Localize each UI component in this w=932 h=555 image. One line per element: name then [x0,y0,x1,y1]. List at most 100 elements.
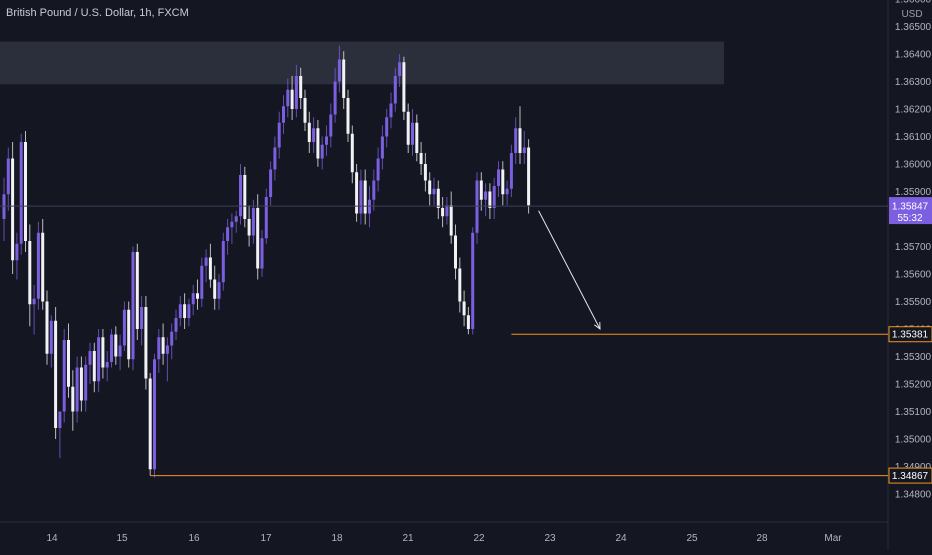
y-tick-label: 1.35200 [895,380,932,391]
candle-body [509,153,513,189]
candle-body [290,89,294,109]
candle-body [492,186,496,208]
y-tick-label: 1.35000 [895,435,932,446]
y-tick-label: 1.36200 [895,105,932,116]
level-price-tag[interactable] [888,467,932,484]
level-price-label: 1.34867 [892,471,929,482]
candle-body [183,304,187,318]
projection-arrow-head [594,321,601,331]
x-tick-label: 24 [615,533,627,544]
candle-body [441,208,445,217]
candle-body [294,76,298,109]
candle-body [161,337,165,354]
candle-body [505,188,509,195]
candle-body [105,362,109,368]
candle-body [110,334,113,362]
candle-body [208,257,212,280]
candle-body [355,172,359,214]
candle-body [92,351,96,382]
candle-body [157,337,161,360]
candle-body [303,98,307,123]
candle-body [497,169,500,186]
candle-body [230,221,234,228]
candle-body [372,180,376,200]
candle-body [320,144,324,159]
candle-body [307,122,311,142]
candle-body [368,199,371,214]
candle-body [342,59,346,98]
candle-body [45,301,49,354]
candle-body [200,265,204,299]
x-tick-label: 25 [686,533,698,544]
candle-body [36,232,40,299]
candle-body [101,337,105,368]
candle-body [359,180,363,214]
candle-body [234,216,238,222]
y-tick-label: 1.34800 [895,490,932,501]
y-tick-label: 1.36000 [895,160,932,171]
y-tick-label: 1.35900 [895,187,932,198]
candle-body [402,62,406,112]
x-tick-label: 28 [756,533,768,544]
level-price-label: 1.35381 [892,330,929,341]
candle-body [337,59,341,82]
x-tick-label: Mar [824,533,842,544]
candle-body [458,268,462,302]
candle-body [385,117,389,137]
candle-body [251,208,255,236]
projection-arrow-line [538,210,601,330]
candle-body [514,128,518,153]
x-tick-label: 14 [46,533,58,544]
candle-body [299,76,303,98]
candle-body [475,180,479,233]
candle-body [58,411,62,428]
candle-body [226,227,230,241]
current-price-tag[interactable] [889,197,932,225]
candle-body [28,241,32,305]
level-price-tag[interactable] [888,326,932,343]
candle-body [436,188,440,208]
candle-body [71,386,75,412]
candle-body [398,62,402,76]
candle-body [247,219,251,236]
supply-zone [0,41,724,85]
candle-body [256,208,260,269]
candle-body [196,293,199,299]
candle-body [406,111,410,145]
candle-body [479,180,483,200]
candle-body [260,238,264,269]
candle-body [127,309,131,360]
candle-body [389,103,393,118]
candle-body [97,337,101,382]
candle-body [49,320,53,354]
candle-body [54,320,58,428]
candle-body [15,243,19,261]
candle-body [286,89,290,107]
y-tick-label: 1.35300 [895,352,932,363]
candle-body [325,136,328,145]
candle-body [277,122,281,148]
candle-body [329,114,333,137]
candle-body [213,279,217,299]
candle-body [174,318,178,332]
candle-body [415,122,419,153]
candle-body [462,301,466,316]
x-tick-label: 23 [544,533,556,544]
candle-body [204,257,208,266]
candle-body [522,147,526,153]
candle-body [282,106,285,123]
candle-body [178,304,182,318]
y-tick-label: 1.34900 [895,462,932,473]
y-tick-label: 1.35600 [895,270,932,281]
candle-body [316,128,320,159]
candle-body [239,175,242,217]
candle-body [350,133,354,173]
candle-body [376,158,380,181]
y-tick-label: 1.35500 [895,297,932,308]
candle-body [114,334,118,357]
y-tick-label: 1.35700 [895,242,932,253]
current-price-label: 1.35847 [892,202,929,213]
candle-body [423,164,427,181]
